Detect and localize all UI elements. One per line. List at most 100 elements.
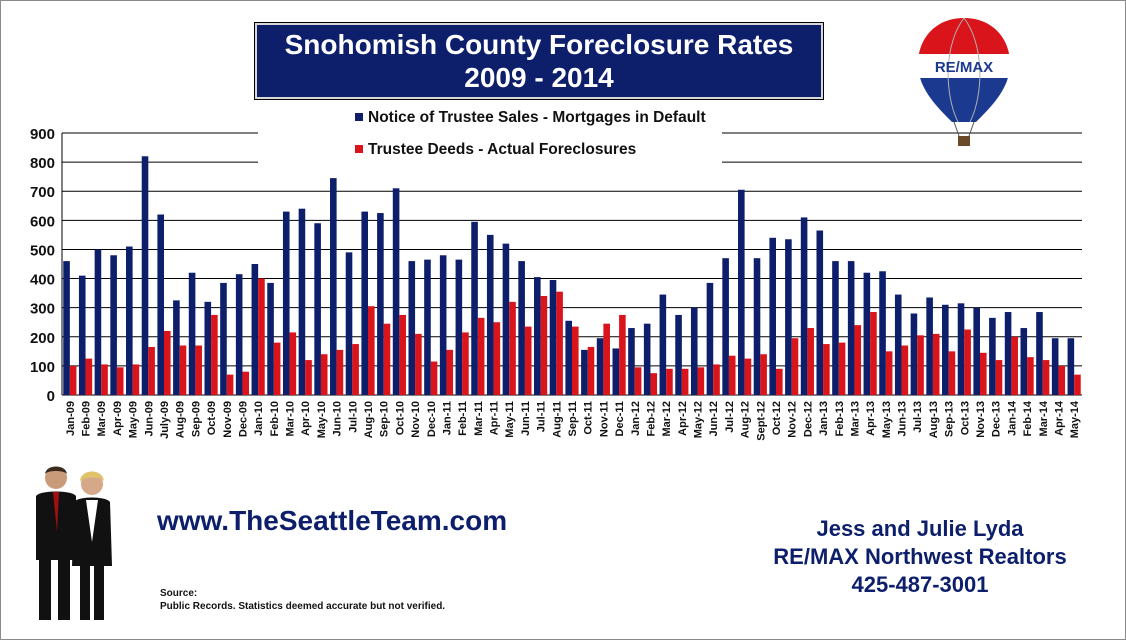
x-tick-label: Nov-12 bbox=[787, 401, 799, 438]
bar-s1-Jan-11 bbox=[439, 255, 447, 395]
bar-s1-May-14 bbox=[1067, 338, 1075, 395]
bar-s1-Feb-13 bbox=[832, 261, 839, 395]
x-tick-label: Feb-09 bbox=[81, 401, 93, 436]
legend-label-series2: Trustee Deeds - Actual Foreclosures bbox=[368, 141, 637, 158]
bar-s1-Feb-09 bbox=[78, 275, 86, 395]
bar-s2-Sep-11 bbox=[572, 326, 579, 395]
x-tick-label: Aug-10 bbox=[363, 401, 375, 438]
x-tick-label: Nov-11 bbox=[598, 401, 610, 437]
x-tick-label: Jun-11 bbox=[520, 401, 532, 436]
bar-s1-Jan-10 bbox=[251, 264, 259, 395]
bar-s1-Nov-09 bbox=[220, 282, 227, 395]
bar-s2-Aug-11 bbox=[556, 291, 563, 395]
x-tick-label: Oct-13 bbox=[959, 401, 971, 435]
x-tick-label: Aug-13 bbox=[928, 401, 940, 438]
bar-s1-Sep-09 bbox=[188, 272, 196, 395]
bar-s1-Jun-10 bbox=[330, 178, 337, 395]
x-tick-label: Oct-11 bbox=[583, 401, 595, 435]
bar-s2-Mar-09 bbox=[101, 364, 108, 395]
bar-s2-Jan-13 bbox=[823, 344, 830, 395]
bar-s1-Oct-13 bbox=[957, 303, 965, 395]
legend-swatch-series1 bbox=[355, 113, 363, 121]
bar-s2-Jan-10 bbox=[258, 278, 265, 395]
bar-s2-Sep-13 bbox=[948, 351, 956, 395]
x-tick-label: Aug-11 bbox=[551, 401, 563, 438]
bar-s2-Nov-09 bbox=[226, 374, 234, 395]
x-tick-label: Apr-10 bbox=[300, 401, 312, 436]
x-tick-label: Nov-09 bbox=[222, 401, 234, 438]
bar-s1-Mar-09 bbox=[94, 249, 102, 395]
remax-balloon-logo: RE/MAX bbox=[918, 18, 1010, 146]
remax-logo-text: RE/MAX bbox=[935, 59, 993, 76]
bar-s2-Jan-09 bbox=[69, 365, 77, 395]
x-tick-label: Jun-13 bbox=[897, 401, 909, 436]
x-tick-label: Dec-11 bbox=[614, 401, 626, 436]
bar-s2-Sep-09 bbox=[195, 345, 202, 395]
bar-s2-Dec-09 bbox=[242, 371, 250, 395]
bar-s2-Oct-13 bbox=[964, 329, 971, 395]
agents-photo bbox=[36, 466, 112, 620]
bar-s2-Jun-12 bbox=[713, 364, 720, 395]
bar-s2-Apr-13 bbox=[870, 312, 877, 395]
bar-s1-Sep-13 bbox=[942, 304, 949, 395]
bar-s2-Jun-10 bbox=[336, 349, 344, 395]
x-tick-label: May-09 bbox=[128, 401, 140, 438]
x-tick-label: Jan-09 bbox=[65, 401, 77, 436]
x-tick-label: Sep-11 bbox=[567, 401, 579, 436]
bar-s1-Mar-10 bbox=[282, 211, 290, 395]
bar-s2-Oct-12 bbox=[776, 368, 783, 395]
x-tick-label: Sept-12 bbox=[755, 401, 767, 441]
x-tick-label: Jun-10 bbox=[332, 401, 344, 436]
legend-swatch-series2 bbox=[355, 145, 363, 153]
bar-s2-Jun-09 bbox=[148, 346, 155, 395]
legend-item-series1: Notice of Trustee Sales - Mortgages in D… bbox=[355, 109, 706, 127]
title-box: Snohomish County Foreclosure Rates 2009 … bbox=[254, 22, 824, 100]
bar-s1-Apr-12 bbox=[675, 314, 682, 395]
bar-s1-Mar-11 bbox=[471, 221, 478, 395]
bar-s2-Dec-10 bbox=[430, 361, 438, 395]
x-tick-label: Aug-09 bbox=[175, 401, 187, 438]
bar-s2-Oct-10 bbox=[399, 314, 406, 395]
bar-s1-Feb-11 bbox=[455, 259, 463, 395]
bar-s2-Nov-13 bbox=[980, 352, 987, 395]
bar-s2-Jul-11 bbox=[540, 296, 548, 395]
bar-s1-Sept-12 bbox=[753, 258, 761, 395]
x-tick-label: Mar-12 bbox=[661, 401, 673, 436]
legend-label-series1: Notice of Trustee Sales - Mortgages in D… bbox=[368, 109, 706, 126]
x-tick-label: Jul-12 bbox=[724, 401, 736, 433]
x-tick-label: Aug-12 bbox=[740, 401, 752, 438]
x-tick-label: May-13 bbox=[881, 401, 893, 438]
x-tick-label: Apr-13 bbox=[865, 401, 877, 436]
bar-s2-Mar-13 bbox=[854, 325, 862, 395]
bar-s2-Dec-12 bbox=[807, 328, 814, 395]
bar-s1-Feb-10 bbox=[267, 282, 274, 395]
bar-s1-Aug-11 bbox=[549, 280, 557, 395]
y-tick-label: 700 bbox=[30, 184, 55, 201]
bar-s2-Nov-12 bbox=[791, 338, 799, 395]
x-tick-label: Feb-14 bbox=[1022, 400, 1034, 436]
bar-s2-May-13 bbox=[885, 351, 893, 395]
bar-s1-May-09 bbox=[126, 246, 133, 395]
x-tick-label: Nov-13 bbox=[975, 401, 987, 438]
contact-block: Jess and Julie Lyda RE/MAX Northwest Rea… bbox=[760, 515, 1080, 599]
x-tick-label: Feb-11 bbox=[457, 401, 469, 436]
x-tick-label: May-14 bbox=[1069, 400, 1081, 438]
x-tick-label: Jul-13 bbox=[912, 401, 924, 433]
x-tick-label: Apr-09 bbox=[112, 401, 124, 436]
bar-s1-Mar-14 bbox=[1036, 312, 1043, 395]
bar-s1-Dec-09 bbox=[235, 274, 243, 395]
bar-s1-Apr-11 bbox=[486, 234, 494, 395]
x-tick-label: Dec-09 bbox=[237, 401, 249, 437]
y-tick-label: 400 bbox=[30, 272, 55, 289]
bar-s2-Dec-11 bbox=[619, 314, 626, 395]
y-tick-label: 600 bbox=[30, 213, 55, 230]
bar-s1-Jul-13 bbox=[910, 313, 918, 395]
bar-s2-Nov-10 bbox=[415, 333, 422, 395]
x-tick-label: Feb-10 bbox=[269, 401, 281, 436]
bar-s2-Aug-10 bbox=[368, 306, 375, 395]
x-tick-label: Jan-10 bbox=[253, 401, 265, 436]
bar-s1-Apr-13 bbox=[863, 272, 871, 395]
bar-s1-Apr-14 bbox=[1051, 338, 1059, 395]
x-tick-label: Dec-13 bbox=[991, 401, 1003, 437]
bar-s2-Jul-12 bbox=[728, 355, 736, 395]
